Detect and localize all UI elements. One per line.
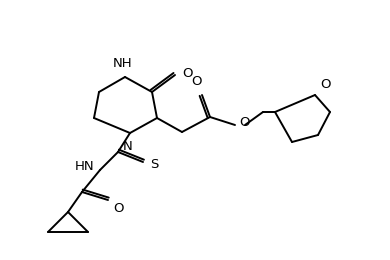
Text: NH: NH: [113, 57, 133, 70]
Text: O: O: [113, 202, 124, 215]
Text: O: O: [192, 75, 202, 88]
Text: O: O: [182, 67, 193, 80]
Text: N: N: [123, 140, 133, 153]
Text: HN: HN: [74, 160, 94, 173]
Text: S: S: [150, 158, 158, 171]
Text: O: O: [320, 78, 330, 91]
Text: O: O: [239, 115, 250, 128]
